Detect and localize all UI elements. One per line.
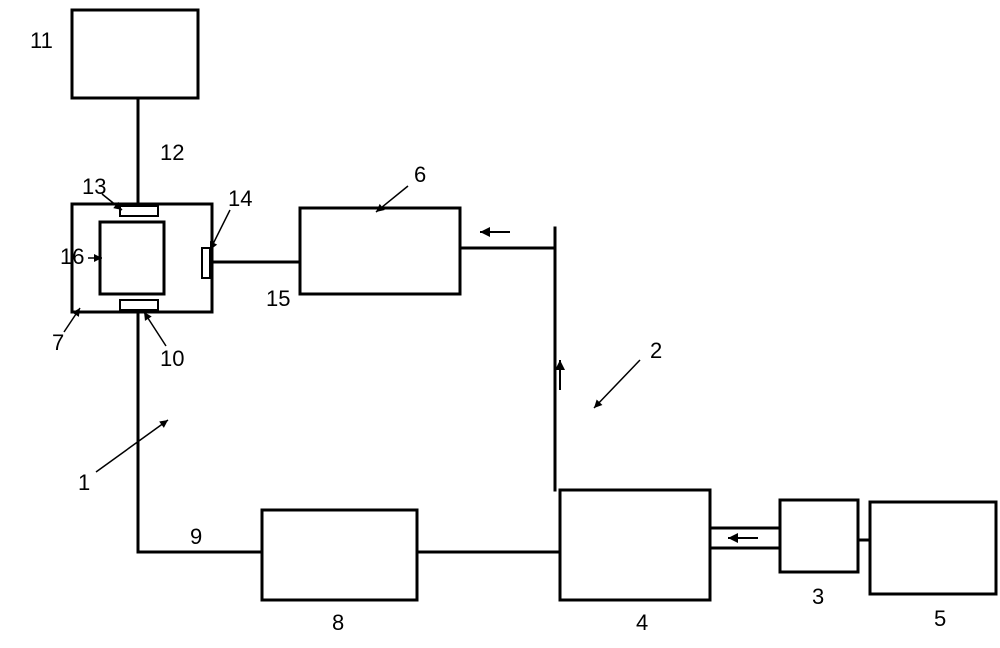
label-n2: 2 <box>650 338 662 363</box>
label-n15: 15 <box>266 286 290 311</box>
box-p13 <box>120 206 158 216</box>
box-p10 <box>120 300 158 310</box>
label-n9: 9 <box>190 524 202 549</box>
leader-arrowhead <box>159 420 168 428</box>
label-n5: 5 <box>934 606 946 631</box>
box-b5 <box>870 502 996 594</box>
label-n10: 10 <box>160 346 184 371</box>
label-n8: 8 <box>332 610 344 635</box>
flow-arrow-head <box>728 533 738 543</box>
label-n11: 11 <box>30 28 53 53</box>
leader-line <box>594 360 640 408</box>
box-b16 <box>100 222 164 294</box>
label-n13: 13 <box>82 174 106 199</box>
label-n1: 1 <box>78 470 90 495</box>
label-n12: 12 <box>160 140 184 165</box>
flow-arrow-head <box>480 227 490 237</box>
label-n3: 3 <box>812 584 824 609</box>
box-b6 <box>300 208 460 294</box>
label-n6: 6 <box>414 162 426 187</box>
label-n7: 7 <box>52 330 64 355</box>
box-b3 <box>780 500 858 572</box>
label-n14: 14 <box>228 186 252 211</box>
leader-line <box>96 420 168 472</box>
box-b8 <box>262 510 417 600</box>
box-b4 <box>560 490 710 600</box>
label-n4: 4 <box>636 610 648 635</box>
box-p14 <box>202 248 210 278</box>
label-n16: 16 <box>60 244 84 269</box>
box-b11 <box>72 10 198 98</box>
